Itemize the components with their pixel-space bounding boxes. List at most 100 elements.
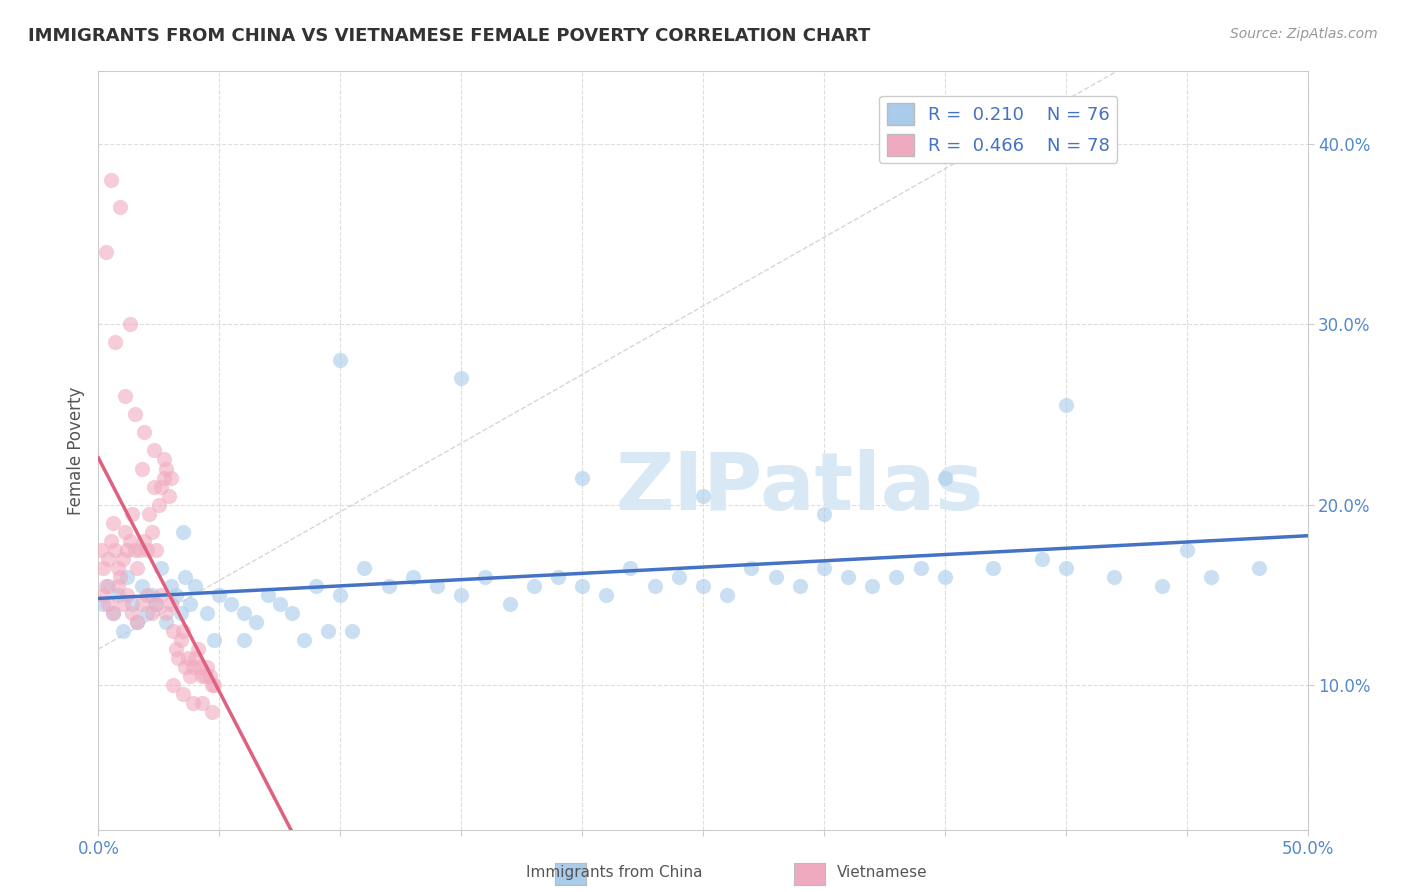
Point <box>1199 570 1222 584</box>
Point <box>104 542 127 557</box>
Point <box>108 570 131 584</box>
Point <box>910 561 932 575</box>
Point <box>619 561 641 575</box>
Point <box>716 588 738 602</box>
Point <box>117 570 139 584</box>
Point <box>124 408 146 422</box>
Point <box>813 561 835 575</box>
Point <box>191 669 214 683</box>
Point <box>148 498 170 512</box>
Point <box>450 588 472 602</box>
Point <box>152 470 174 484</box>
Point <box>169 633 191 648</box>
Point <box>934 570 956 584</box>
Point <box>474 570 496 584</box>
Point <box>134 533 156 548</box>
Point <box>114 524 136 539</box>
Point <box>934 470 956 484</box>
Point <box>187 642 209 657</box>
Point <box>90 542 112 557</box>
Point <box>1249 561 1271 575</box>
Point <box>134 425 156 440</box>
Point <box>342 624 364 638</box>
Point <box>101 606 124 620</box>
Point <box>138 507 160 521</box>
Point <box>184 651 207 665</box>
Point <box>94 579 117 593</box>
Point <box>91 588 114 602</box>
Point <box>162 678 184 692</box>
Point <box>1054 398 1077 412</box>
Point <box>128 542 150 557</box>
Point <box>157 489 180 503</box>
Point <box>789 579 811 593</box>
Point <box>204 633 226 648</box>
Point <box>131 579 153 593</box>
Point <box>174 570 197 584</box>
Point <box>245 615 267 629</box>
Point <box>1152 579 1174 593</box>
Point <box>353 561 375 575</box>
Point <box>181 660 204 674</box>
Point <box>692 579 714 593</box>
Point <box>97 551 120 566</box>
Point <box>426 579 449 593</box>
Point <box>221 597 243 611</box>
Point <box>165 642 187 657</box>
Point <box>152 452 174 467</box>
Point <box>160 597 183 611</box>
Point <box>498 597 520 611</box>
Point <box>101 516 124 530</box>
Point <box>135 588 157 602</box>
Point <box>198 669 221 683</box>
Point <box>191 696 214 710</box>
Point <box>179 669 201 683</box>
Point <box>141 524 163 539</box>
Point <box>201 705 224 719</box>
Point <box>837 570 859 584</box>
Point <box>305 579 328 593</box>
Point <box>292 633 315 648</box>
Point <box>104 335 127 350</box>
Point <box>145 542 167 557</box>
Point <box>1031 551 1053 566</box>
Point <box>141 606 163 620</box>
Point <box>155 606 177 620</box>
Point <box>131 597 153 611</box>
Point <box>155 615 177 629</box>
Point <box>1054 561 1077 575</box>
Point <box>184 579 207 593</box>
Point <box>201 678 224 692</box>
Point <box>107 561 129 575</box>
Point <box>145 597 167 611</box>
Legend: R =  0.210    N = 76, R =  0.466    N = 78: R = 0.210 N = 76, R = 0.466 N = 78 <box>879 95 1118 163</box>
Point <box>740 561 762 575</box>
Point <box>91 597 114 611</box>
Point <box>100 172 122 186</box>
Point <box>131 461 153 475</box>
Text: ZIPatlas: ZIPatlas <box>616 450 984 527</box>
Point <box>860 579 883 593</box>
Point <box>204 678 226 692</box>
Point <box>108 200 131 214</box>
Point <box>114 389 136 403</box>
Point <box>595 588 617 602</box>
Point <box>91 561 114 575</box>
Point <box>269 597 291 611</box>
Point <box>329 353 352 368</box>
Point <box>177 651 200 665</box>
Point <box>232 633 254 648</box>
Point <box>195 606 218 620</box>
Point <box>121 507 143 521</box>
Point <box>107 579 129 593</box>
Point <box>692 489 714 503</box>
Point <box>329 588 352 602</box>
Point <box>179 597 201 611</box>
Point <box>1102 570 1125 584</box>
Point <box>150 561 173 575</box>
Point <box>160 579 183 593</box>
Point <box>100 533 122 548</box>
Point <box>150 479 173 493</box>
Point <box>145 597 167 611</box>
Point <box>547 570 569 584</box>
